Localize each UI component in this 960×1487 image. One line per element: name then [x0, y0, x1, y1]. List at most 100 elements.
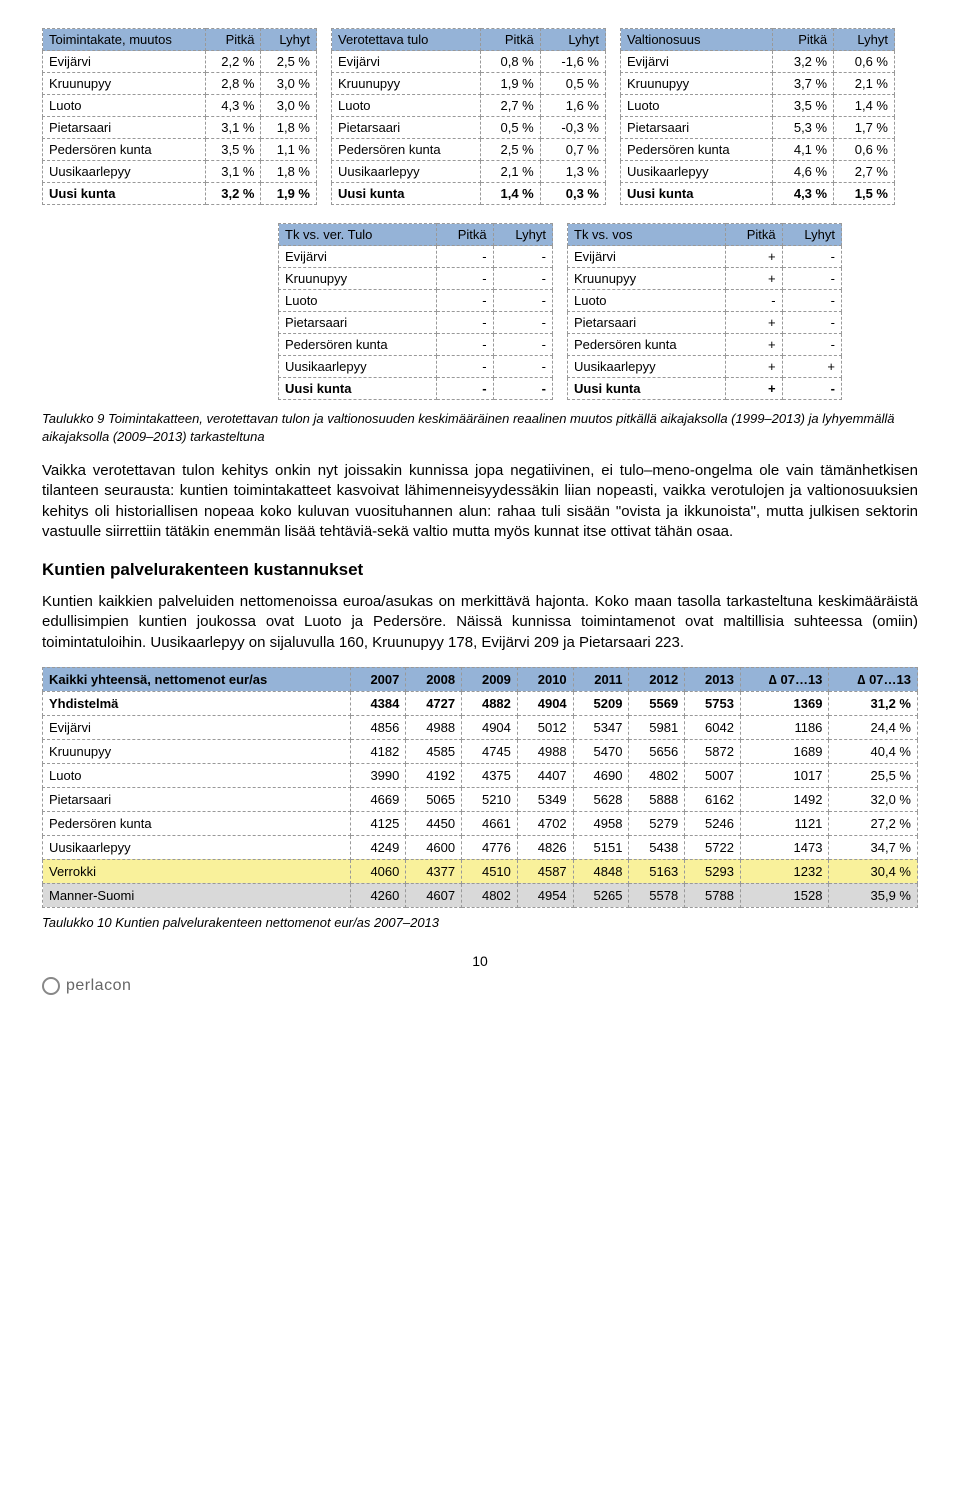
table-cell: 5470: [573, 739, 629, 763]
table-header: Pitkä: [206, 29, 261, 51]
table-cell: -: [782, 334, 841, 356]
table-header: Lyhyt: [540, 29, 605, 51]
table-cell: Pietarsaari: [568, 312, 726, 334]
table-cell: Uusi kunta: [332, 183, 481, 205]
table-cell: 4745: [462, 739, 518, 763]
table-cell: -: [493, 356, 552, 378]
page-number: 10: [42, 953, 918, 969]
footer: perlacon: [42, 977, 918, 995]
table-cell: Luoto: [621, 95, 773, 117]
table-cell: -: [782, 378, 841, 400]
table-cell: +: [725, 334, 782, 356]
table-cell: Uusikaarlepyy: [621, 161, 773, 183]
table-cell: Uusikaarlepyy: [568, 356, 726, 378]
table-cell: 5656: [629, 739, 685, 763]
table-cell: Kruunupyy: [43, 73, 206, 95]
table-cell: 0,8 %: [481, 51, 541, 73]
table-cell: Kruunupyy: [279, 268, 437, 290]
table-cell: 2,5 %: [261, 51, 317, 73]
table-row: Pietarsaari+-: [568, 312, 842, 334]
table-cell: -: [436, 334, 493, 356]
table-cell: Pedersören kunta: [568, 334, 726, 356]
table-row: Luoto3,5 %1,4 %: [621, 95, 895, 117]
table-cell: -: [436, 268, 493, 290]
table-cell: 0,7 %: [540, 139, 605, 161]
table-cell: -: [782, 312, 841, 334]
table-cell: 1689: [740, 739, 828, 763]
table-cell: 31,2 %: [829, 691, 918, 715]
table-header: Pitkä: [773, 29, 834, 51]
table9-caption: Taulukko 9 Toimintakatteen, verotettavan…: [42, 410, 918, 445]
table-cell: 4826: [517, 835, 573, 859]
table-cell: 5872: [685, 739, 741, 763]
table-cell: 5349: [517, 787, 573, 811]
table-cell: 1,8 %: [261, 117, 317, 139]
table-cell: -: [493, 378, 552, 400]
table-total-row: Uusi kunta--: [279, 378, 553, 400]
table-cell: 5753: [685, 691, 741, 715]
table-header: 2008: [406, 667, 462, 691]
table-header: Lyhyt: [834, 29, 895, 51]
table-cell: 4690: [573, 763, 629, 787]
table-cell: 4882: [462, 691, 518, 715]
table-row: Manner-Suomi4260460748024954526555785788…: [43, 883, 918, 907]
table-header: 2010: [517, 667, 573, 691]
table-cell: +: [725, 356, 782, 378]
table-cell: 3,5 %: [206, 139, 261, 161]
data-table: Toimintakate, muutosPitkäLyhytEvijärvi2,…: [42, 28, 317, 205]
table-cell: Luoto: [43, 763, 351, 787]
table-cell: 0,5 %: [481, 117, 541, 139]
table-cell: 0,6 %: [834, 139, 895, 161]
table-cell: 4260: [350, 883, 406, 907]
table-cell: +: [725, 312, 782, 334]
table-cell: 4182: [350, 739, 406, 763]
data-table: ValtionosuusPitkäLyhytEvijärvi3,2 %0,6 %…: [620, 28, 895, 205]
table-cell: 5722: [685, 835, 741, 859]
table-cell: 1,9 %: [261, 183, 317, 205]
table-row: Kruunupyy+-: [568, 268, 842, 290]
table-cell: Yhdistelmä: [43, 691, 351, 715]
table-cell: 5,3 %: [773, 117, 834, 139]
table-cell: -: [436, 378, 493, 400]
table-cell: 1,6 %: [540, 95, 605, 117]
table-cell: 5888: [629, 787, 685, 811]
table-row: Pietarsaari3,1 %1,8 %: [43, 117, 317, 139]
table-header: Pitkä: [436, 224, 493, 246]
table-header: 2013: [685, 667, 741, 691]
wide-table: Kaikki yhteensä, nettomenot eur/as200720…: [42, 667, 918, 908]
table-cell: +: [725, 246, 782, 268]
table-cell: 1,9 %: [481, 73, 541, 95]
table-row: Pedersören kunta412544504661470249585279…: [43, 811, 918, 835]
table-cell: Luoto: [332, 95, 481, 117]
table-cell: 4510: [462, 859, 518, 883]
table-cell: Uusi kunta: [568, 378, 726, 400]
table-cell: 34,7 %: [829, 835, 918, 859]
table-header: Pitkä: [481, 29, 541, 51]
table-cell: 4904: [462, 715, 518, 739]
table-cell: 4904: [517, 691, 573, 715]
table-row: Uusikaarlepyy3,1 %1,8 %: [43, 161, 317, 183]
table-cell: Uusikaarlepyy: [332, 161, 481, 183]
table-cell: 4702: [517, 811, 573, 835]
table-row: Luoto2,7 %1,6 %: [332, 95, 606, 117]
table-cell: 2,1 %: [834, 73, 895, 95]
table-row: Pietarsaari46695065521053495628588861621…: [43, 787, 918, 811]
table-cell: 3,5 %: [773, 95, 834, 117]
table-cell: 4,1 %: [773, 139, 834, 161]
table-cell: -: [493, 268, 552, 290]
table-header: Pitkä: [725, 224, 782, 246]
table-cell: Pietarsaari: [279, 312, 437, 334]
table-cell: 5981: [629, 715, 685, 739]
table-cell: 1,8 %: [261, 161, 317, 183]
table-cell: 5293: [685, 859, 741, 883]
data-table: Tk vs. ver. TuloPitkäLyhytEvijärvi--Kruu…: [278, 223, 553, 400]
table-header: 2007: [350, 667, 406, 691]
table-cell: 5578: [629, 883, 685, 907]
table-row: Evijärvi0,8 %-1,6 %: [332, 51, 606, 73]
table-cell: 5246: [685, 811, 741, 835]
table-cell: 4802: [629, 763, 685, 787]
table-cell: 5347: [573, 715, 629, 739]
table-header: Valtionosuus: [621, 29, 773, 51]
table-cell: Evijärvi: [621, 51, 773, 73]
table-row: Evijärvi2,2 %2,5 %: [43, 51, 317, 73]
